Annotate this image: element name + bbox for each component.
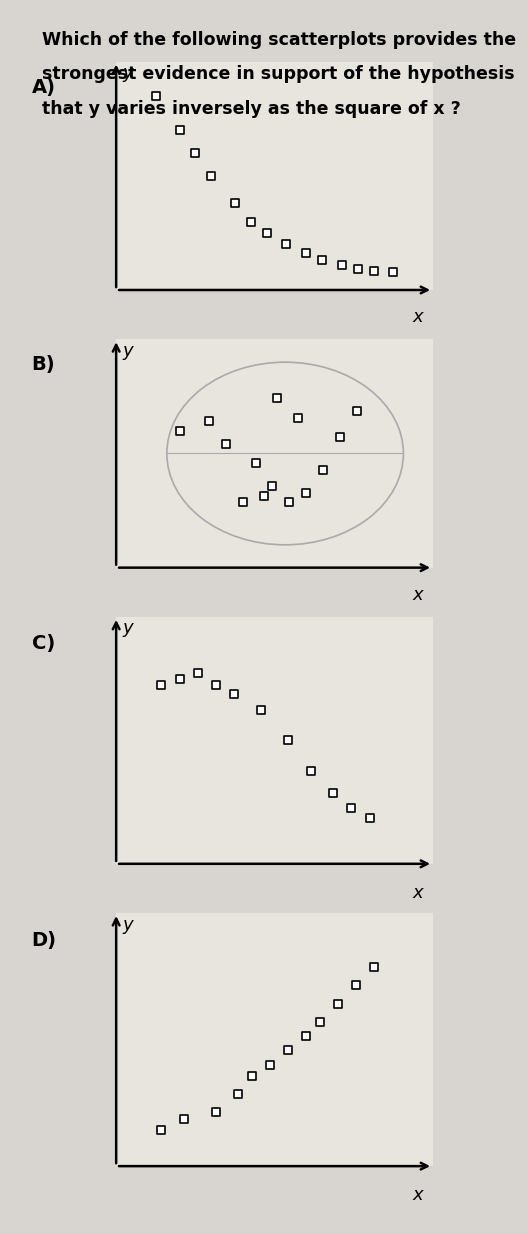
Point: [307, 761, 315, 781]
Point: [334, 993, 342, 1013]
Point: [191, 143, 200, 163]
Point: [175, 121, 184, 141]
Point: [318, 251, 326, 270]
Point: [302, 1027, 310, 1046]
Point: [251, 453, 260, 473]
Point: [231, 194, 239, 213]
Point: [282, 234, 290, 254]
Point: [284, 731, 293, 750]
Point: [207, 167, 215, 186]
Text: x: x: [413, 586, 423, 603]
Point: [319, 460, 327, 480]
Point: [370, 958, 379, 977]
Point: [294, 407, 302, 427]
Text: x: x: [413, 1186, 423, 1204]
Point: [152, 86, 160, 106]
Point: [193, 663, 202, 682]
Point: [389, 262, 398, 281]
Point: [212, 1102, 220, 1122]
Point: [247, 212, 255, 232]
Point: [285, 492, 294, 512]
Point: [365, 807, 374, 827]
Point: [212, 675, 220, 695]
Point: [284, 1040, 293, 1060]
Text: y: y: [122, 342, 133, 359]
Point: [336, 427, 344, 447]
Point: [180, 1109, 188, 1129]
Text: C): C): [32, 634, 55, 653]
Text: y: y: [122, 64, 133, 81]
Text: that y varies inversely as the square of x ?: that y varies inversely as the square of…: [42, 100, 461, 118]
Text: strongest evidence in support of the hypothesis: strongest evidence in support of the hyp…: [42, 65, 515, 84]
Point: [239, 492, 247, 512]
Point: [347, 798, 356, 818]
Point: [316, 1012, 324, 1032]
Point: [222, 434, 230, 454]
Text: y: y: [122, 916, 133, 934]
Text: D): D): [32, 930, 56, 950]
Point: [257, 700, 265, 719]
Point: [338, 255, 346, 275]
Point: [234, 1083, 242, 1103]
Point: [272, 389, 281, 408]
Point: [302, 243, 310, 263]
Point: [262, 223, 271, 243]
Text: x: x: [413, 884, 423, 902]
Text: Which of the following scatterplots provides the: Which of the following scatterplots prov…: [42, 31, 516, 49]
Text: y: y: [122, 619, 133, 638]
Text: B): B): [32, 355, 55, 374]
Point: [260, 486, 268, 506]
Point: [353, 401, 361, 421]
Point: [266, 1055, 274, 1075]
Point: [157, 1120, 166, 1140]
Point: [157, 675, 166, 695]
Point: [175, 421, 184, 441]
Point: [248, 1066, 256, 1086]
Text: x: x: [413, 308, 423, 326]
Point: [205, 411, 213, 431]
Text: A): A): [32, 78, 55, 96]
Point: [302, 482, 310, 502]
Point: [369, 260, 378, 280]
Point: [268, 476, 277, 496]
Point: [352, 976, 360, 996]
Point: [329, 784, 337, 803]
Point: [175, 669, 184, 689]
Point: [230, 684, 238, 703]
Point: [353, 259, 362, 279]
